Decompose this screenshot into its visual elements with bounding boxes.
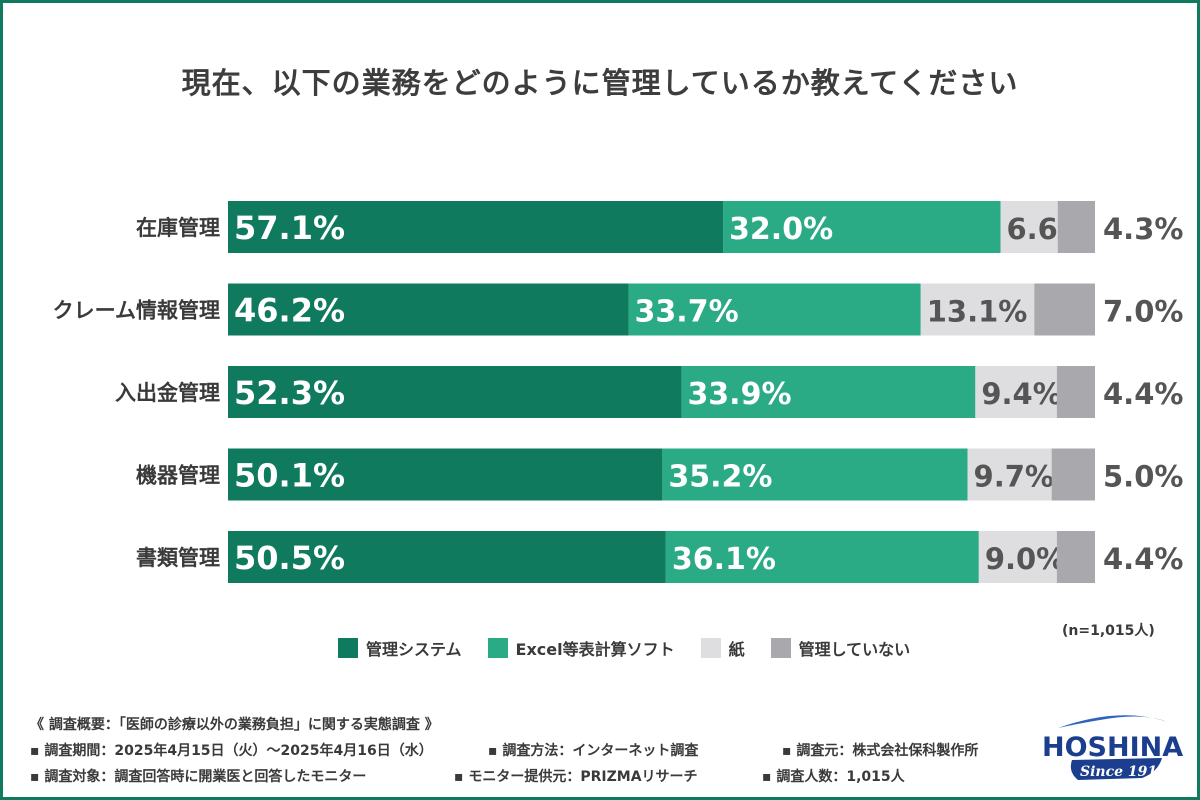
bar-segment-none	[1056, 366, 1095, 418]
survey-provider: ▪ モニター提供元：PRIZMAリサーチ	[454, 769, 698, 785]
value-label-none: 4.4%	[1103, 542, 1183, 576]
bar-segment-none	[1056, 531, 1095, 583]
survey-method: ▪ 調査方法：インターネット調査	[488, 743, 699, 759]
bar-segment-excel	[662, 448, 968, 501]
legend-item-paper: 紙	[700, 636, 745, 660]
bar-segment-paper	[978, 531, 1057, 583]
value-label-excel: 36.1%	[672, 542, 776, 577]
category-label: 書類管理	[136, 546, 220, 570]
survey-organizer: ▪ 調査元：株式会社保科製作所	[782, 743, 979, 759]
value-label-excel: 33.9%	[687, 377, 791, 412]
value-label-excel: 33.7%	[635, 295, 739, 330]
sample-size-note: (n=1,015人)	[1062, 623, 1155, 639]
bar-segment-system	[228, 283, 629, 336]
bar-segment-paper	[967, 448, 1052, 501]
value-label-system: 46.2%	[234, 292, 345, 330]
category-label: クレーム情報管理	[53, 299, 220, 323]
legend-item-excel: Excel等表計算ソフト	[487, 636, 675, 660]
category-label: 機器管理	[136, 464, 220, 488]
value-label-system: 57.1%	[234, 209, 345, 247]
value-label-paper: 9.0%	[985, 542, 1065, 576]
category-label: 入出金管理	[115, 381, 220, 405]
value-label-none: 4.3%	[1103, 212, 1183, 246]
legend-item-system: 管理システム	[338, 636, 462, 660]
bar-segment-none	[1057, 201, 1095, 253]
bar-segment-excel	[665, 531, 979, 583]
bar-segment-paper	[920, 283, 1035, 336]
bar-segment-excel	[628, 283, 921, 336]
bar-segment-none	[1034, 283, 1095, 336]
survey-period: ▪ 調査期間：2025年4月15日（火）〜2025年4月16日（水）	[30, 743, 433, 759]
value-label-none: 5.0%	[1103, 460, 1183, 494]
value-label-paper: 13.1%	[927, 295, 1028, 329]
chart-title: 現在、以下の業務をどのように管理しているか教えてください	[181, 66, 1019, 100]
hoshina-logo: HOSHINA Since 1913	[1030, 708, 1184, 788]
legend-label-system: 管理システム	[366, 640, 462, 659]
bar-segment-excel	[681, 366, 976, 418]
bar-segment-paper	[1000, 201, 1058, 253]
survey-count: ▪ 調査人数：1,015人	[762, 769, 905, 785]
value-label-none: 7.0%	[1103, 295, 1183, 329]
legend-swatch-excel	[487, 638, 508, 658]
bar-segment-system	[228, 531, 666, 583]
bar-segment-none	[1051, 448, 1095, 501]
value-label-system: 50.1%	[234, 457, 345, 495]
survey-heading: 《 調査概要：「医師の診療以外の業務負担」に関する実態調査 》	[30, 717, 439, 733]
bar-segment-paper	[975, 366, 1057, 418]
value-label-paper: 9.7%	[974, 460, 1054, 494]
bar-segment-excel	[723, 201, 1001, 253]
logo-since: Since 1913	[1080, 764, 1167, 780]
legend-swatch-none	[770, 638, 791, 658]
legend-label-paper: 紙	[728, 640, 745, 659]
bar-segment-system	[228, 448, 663, 501]
legend-item-none: 管理していない	[770, 636, 911, 660]
legend-label-none: 管理していない	[798, 640, 911, 659]
legend-label-excel: Excel等表計算ソフト	[515, 640, 675, 659]
legend-swatch-system	[338, 638, 358, 658]
logo-swoosh-icon	[1058, 715, 1168, 780]
legend: 管理システム Excel等表計算ソフト 紙 管理していない	[338, 636, 936, 660]
value-label-none: 4.4%	[1103, 377, 1183, 411]
bar-segment-system	[228, 201, 724, 253]
legend-swatch-paper	[700, 638, 721, 658]
value-label-system: 50.5%	[234, 539, 345, 577]
category-label: 在庫管理	[136, 216, 220, 240]
bar-segment-system	[228, 366, 682, 418]
value-label-system: 52.3%	[234, 374, 345, 412]
value-label-paper: 9.4%	[981, 377, 1061, 411]
survey-target: ▪ 調査対象：調査回答時に開業医と回答したモニター	[30, 769, 367, 785]
value-label-excel: 35.2%	[668, 460, 772, 495]
value-label-excel: 32.0%	[729, 212, 833, 247]
logo-name: HOSHINA	[1042, 732, 1184, 763]
